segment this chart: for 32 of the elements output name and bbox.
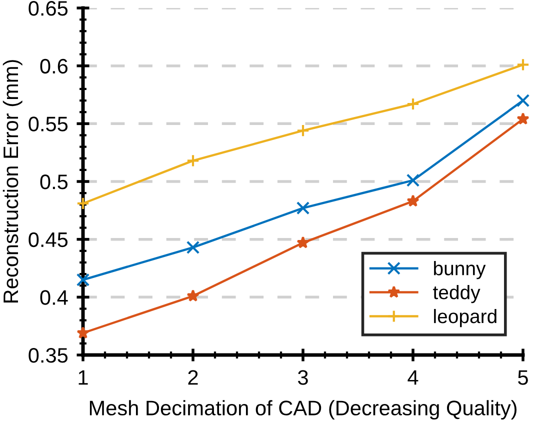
x-tick-label: 3: [298, 370, 308, 385]
y-tick-label: 0.5: [40, 174, 68, 190]
legend-label: leopard: [434, 308, 496, 328]
point: [296, 236, 310, 248]
point: [76, 326, 90, 339]
point: [516, 58, 530, 72]
x-tick-label: 1: [78, 370, 88, 385]
point: [296, 124, 310, 138]
y-tick-label: 0.35: [28, 348, 68, 363]
x-tick-label: 2: [188, 370, 198, 385]
point: [296, 202, 310, 215]
y-tick-label: 0.55: [28, 116, 68, 132]
point: [406, 194, 420, 207]
y-tick-label: 0.45: [28, 232, 68, 248]
point: [186, 289, 200, 302]
x-tick-label: 5: [518, 370, 528, 385]
point: [186, 154, 200, 168]
point: [516, 112, 530, 125]
y-axis-title: Reconstruction Error (mm): [2, 60, 22, 302]
point: [186, 240, 200, 254]
point: [406, 174, 420, 187]
legend-label: bunny: [434, 261, 486, 280]
point: [516, 94, 530, 108]
x-axis-title: Mesh Decimation of CAD (Decreasing Quality): [90, 400, 516, 420]
legend-label: teddy: [433, 285, 480, 304]
y-tick-label: 0.6: [40, 58, 68, 74]
y-tick-label: 0.65: [28, 1, 68, 16]
y-tick-label: 0.4: [40, 290, 68, 305]
x-tick-label: 4: [408, 370, 418, 385]
point: [76, 273, 90, 286]
point: [76, 196, 90, 210]
point: [406, 97, 420, 111]
